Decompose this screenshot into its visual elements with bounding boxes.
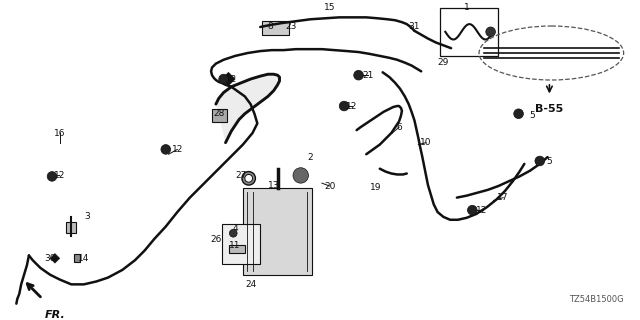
- Circle shape: [245, 174, 253, 182]
- Text: 2: 2: [308, 153, 313, 162]
- Text: 5: 5: [547, 157, 552, 166]
- Circle shape: [293, 168, 308, 183]
- Text: 6: 6: [396, 123, 402, 132]
- Bar: [74, 254, 80, 262]
- Bar: [221, 224, 260, 264]
- Text: 12: 12: [476, 206, 488, 215]
- Text: 12: 12: [346, 101, 358, 110]
- Polygon shape: [50, 253, 60, 263]
- Circle shape: [219, 74, 228, 84]
- Text: B-55: B-55: [535, 104, 564, 114]
- Text: 29: 29: [438, 58, 449, 67]
- Bar: [262, 21, 289, 35]
- Bar: [229, 245, 245, 252]
- Circle shape: [535, 156, 545, 166]
- Text: 23: 23: [285, 22, 297, 31]
- Text: 24: 24: [245, 280, 256, 289]
- Bar: [243, 188, 312, 275]
- Text: 4: 4: [232, 224, 238, 233]
- Circle shape: [339, 101, 349, 111]
- Bar: [212, 109, 227, 123]
- Text: 21: 21: [362, 71, 374, 80]
- Circle shape: [47, 172, 57, 181]
- Text: 31: 31: [409, 22, 420, 31]
- Bar: [440, 8, 499, 56]
- Text: 8: 8: [267, 22, 273, 31]
- Circle shape: [467, 205, 477, 215]
- Text: 11: 11: [229, 241, 241, 250]
- Text: 27: 27: [236, 171, 246, 180]
- Text: 1: 1: [463, 3, 469, 12]
- Text: 12: 12: [54, 171, 65, 180]
- Text: 28: 28: [213, 109, 225, 118]
- Text: 16: 16: [54, 129, 65, 138]
- Text: 26: 26: [210, 235, 221, 244]
- Circle shape: [229, 229, 237, 237]
- Text: 13: 13: [268, 180, 280, 189]
- Text: 15: 15: [324, 3, 335, 12]
- Text: 10: 10: [420, 138, 432, 147]
- Text: TZ54B1500G: TZ54B1500G: [569, 295, 623, 304]
- Text: 3: 3: [84, 212, 90, 221]
- Text: 20: 20: [324, 181, 335, 190]
- Circle shape: [354, 70, 364, 80]
- Bar: [67, 222, 76, 233]
- Text: 14: 14: [78, 254, 90, 263]
- Polygon shape: [216, 74, 280, 143]
- Text: 22: 22: [226, 75, 237, 84]
- Text: FR.: FR.: [44, 310, 65, 320]
- Text: 12: 12: [172, 145, 183, 154]
- Circle shape: [486, 27, 495, 36]
- Polygon shape: [221, 72, 235, 86]
- Text: 19: 19: [370, 183, 381, 192]
- Circle shape: [242, 172, 255, 185]
- Text: 5: 5: [529, 111, 535, 120]
- Circle shape: [514, 109, 524, 119]
- Circle shape: [161, 145, 171, 154]
- Text: 17: 17: [497, 193, 509, 202]
- Text: 30: 30: [44, 254, 56, 263]
